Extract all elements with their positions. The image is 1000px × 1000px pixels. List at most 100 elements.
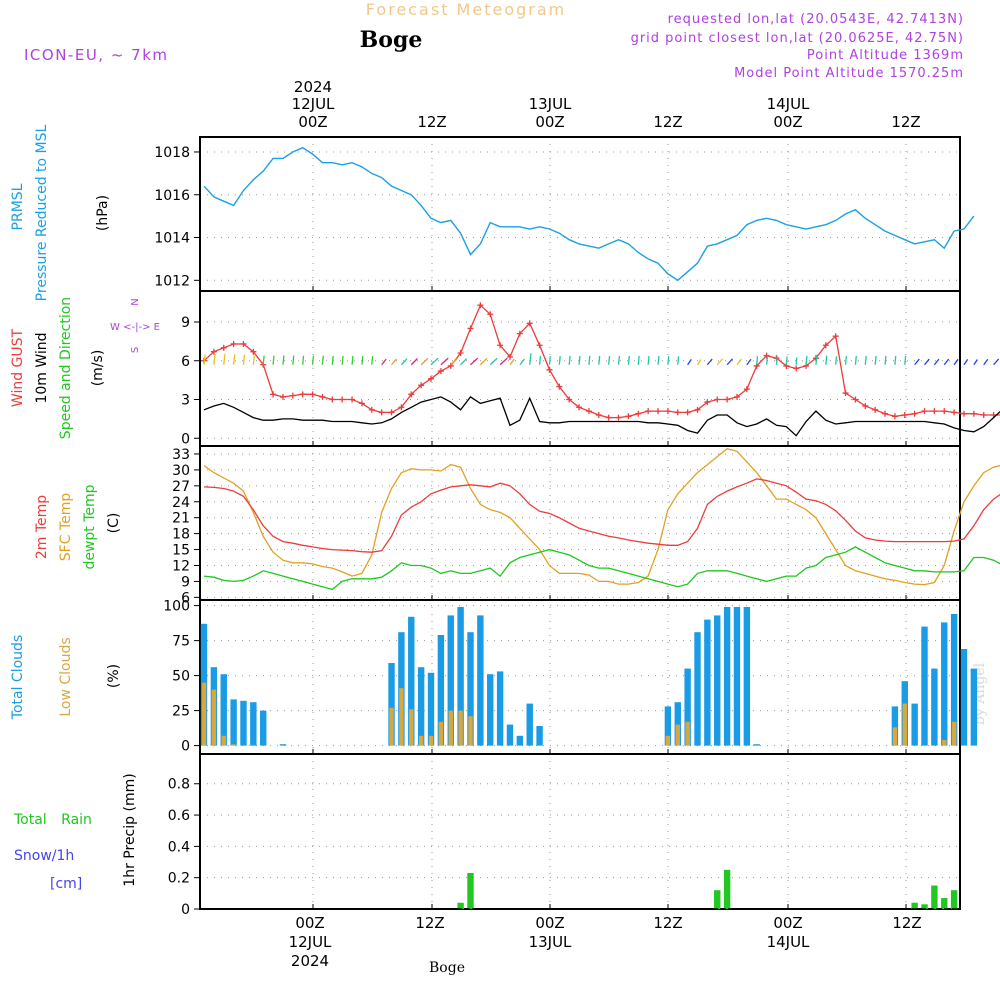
total-cloud-bar [723, 607, 731, 746]
precip-tick-label: 0 [181, 902, 190, 918]
gust-marker [655, 408, 662, 415]
wind-direction-arrow [775, 356, 778, 365]
wind-direction-arrow [746, 358, 752, 366]
wind-direction-arrow [391, 358, 397, 366]
station-name: Boge [360, 27, 423, 53]
total-cloud-bar [526, 703, 533, 746]
temperature-tick-label: 21 [172, 511, 190, 527]
pressure-label-prmsl: PRMSL [10, 183, 26, 230]
pressure-tick-label: 1012 [154, 273, 190, 289]
rain-bar [457, 902, 464, 909]
wind-direction-arrow [519, 358, 526, 366]
wind-direction-arrow [716, 358, 724, 366]
wind-direction-arrow [854, 355, 857, 365]
bottom-00z-12jul: 00Z [295, 914, 324, 932]
low-cloud-bar [665, 735, 671, 746]
wind-direction-arrow [598, 355, 601, 365]
gust-marker [378, 409, 385, 416]
gust-marker [743, 386, 750, 393]
wind-direction-arrow [617, 355, 621, 365]
rain-bar [941, 898, 948, 909]
gust-marker [279, 393, 286, 400]
wind-compass: N W <-|-> E S [110, 298, 160, 353]
wind-direction-arrow [795, 357, 798, 365]
total-cloud-bar [536, 726, 543, 746]
top-time-axis: 2024 12JUL 00Z 12Z 13JUL 00Z 12Z 14JUL 0… [292, 78, 921, 131]
wind-direction-arrow [627, 355, 630, 365]
temperature-tick-label: 9 [181, 574, 190, 590]
total-cloud-bar [408, 616, 415, 746]
gust-marker [487, 311, 494, 318]
gust-marker [319, 393, 326, 400]
temperature-tick-label: 18 [172, 527, 190, 543]
gust-marker [576, 404, 583, 411]
temperature-tick-label: 30 [172, 463, 190, 479]
bottom-date-12jul: 12JUL [289, 933, 332, 951]
gust-marker [339, 396, 346, 403]
temperature-frame [199, 445, 961, 601]
total-cloud-bar [220, 674, 227, 746]
gust-marker [704, 399, 711, 406]
gust-marker [951, 409, 958, 416]
wind-direction-arrow [470, 357, 479, 366]
gust-marker [694, 406, 701, 413]
low-cloud-bar [448, 710, 453, 746]
rain-bar [467, 872, 474, 909]
panel-clouds: 0 25 50 75 100 [163, 599, 978, 755]
total-cloud-bar [941, 622, 948, 746]
wind-direction-arrow [232, 354, 236, 365]
total-cloud-bar [911, 703, 918, 746]
rain-bar [950, 890, 958, 909]
footer-station: Boge [429, 960, 465, 976]
low-clouds-label: Low Clouds [58, 637, 74, 716]
gust-marker [714, 396, 721, 403]
total-cloud-bar [240, 700, 247, 746]
clouds-frame [199, 599, 961, 755]
wind-direction-arrow [726, 358, 733, 366]
rain-bar [714, 890, 721, 909]
wind-direction-arrow [894, 355, 897, 365]
total-cloud-bar [417, 667, 425, 746]
total-cloud-bar [891, 706, 899, 746]
bottom-date-14jul: 14JUL [767, 933, 810, 951]
low-cloud-bar [902, 703, 907, 746]
wind-direction-arrow [765, 355, 769, 365]
total-cloud-bar [664, 706, 672, 746]
clouds-tick-label: 0 [181, 739, 190, 755]
low-cloud-bar [399, 688, 404, 746]
gust-marker [289, 392, 296, 399]
total-cloud-bar [704, 619, 711, 746]
total-cloud-bar [960, 649, 968, 746]
wind-direction-arrow [282, 355, 285, 365]
pressure-label-msl: Pressure Reduced to MSL [34, 124, 50, 301]
low-cloud-bar [675, 724, 680, 746]
gust-marker [891, 413, 898, 420]
gust-marker [506, 353, 513, 360]
wind-direction-arrow [400, 358, 408, 366]
requested-coords: requested lon,lat (20.0543E, 42.7413N) [668, 12, 964, 27]
gust-marker [408, 391, 415, 398]
temp-unit: (C) [106, 513, 122, 534]
wind-direction-arrow [262, 355, 265, 365]
wind-direction-arrow [815, 354, 818, 365]
gust-marker [832, 333, 839, 340]
wind-direction-arrow [588, 355, 591, 365]
wind-label: 10m Wind [34, 332, 50, 403]
total-cloud-bar [496, 671, 504, 746]
panel-pressure: 1012 1014 1016 1018 [154, 136, 975, 292]
wind-direction-arrow [805, 355, 808, 365]
low-cloud-bar [458, 710, 463, 746]
gust-marker [980, 412, 987, 418]
gust-marker [862, 402, 869, 409]
precip-tick-label: 0.2 [168, 871, 190, 887]
total-cloud-bar [684, 668, 691, 746]
wind-direction-arrow [331, 355, 334, 365]
low-cloud-bar [418, 735, 424, 746]
wind-direction-arrow [420, 357, 429, 366]
dewpt-label: dewpt Temp [82, 484, 98, 569]
wind-direction-arrow [242, 354, 246, 365]
wind-direction-arrow [904, 355, 907, 365]
low-cloud-bar [951, 721, 957, 746]
